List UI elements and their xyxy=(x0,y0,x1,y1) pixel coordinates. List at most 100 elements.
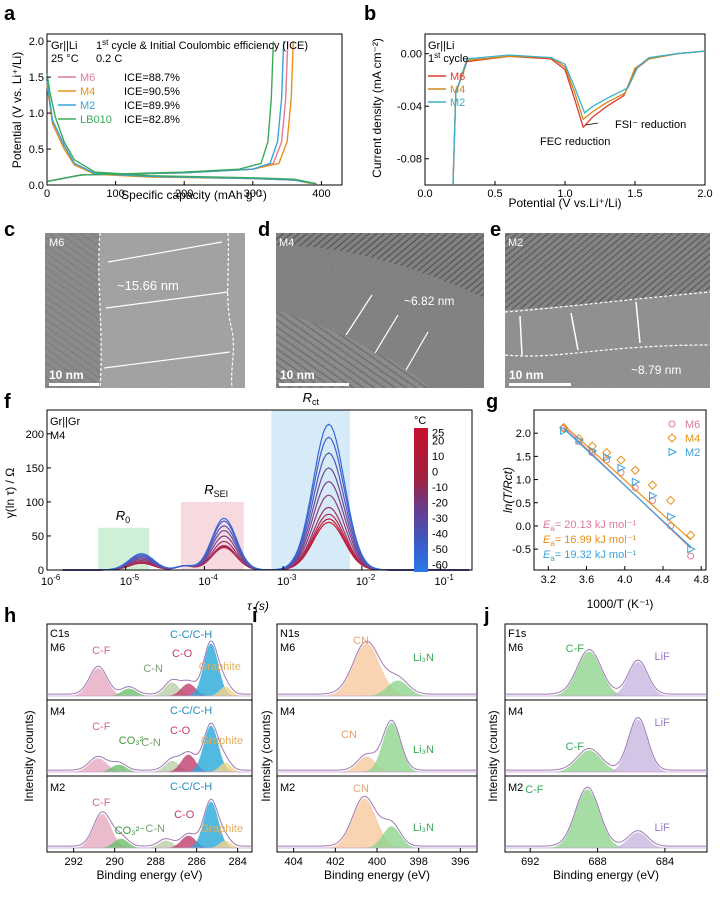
xps-sample-label-M6: M6 xyxy=(280,642,295,654)
xps-sample-label-M2: M2 xyxy=(508,782,523,794)
colorbar-tick-label: -50 xyxy=(432,544,448,556)
y-tick-label: 1.0 xyxy=(29,108,44,120)
xps-peak-label-M2-0: CN xyxy=(353,783,369,795)
xps-row-frame-M2 xyxy=(504,775,708,853)
xps-sample-label-M2: M2 xyxy=(280,782,295,794)
xps-peak-label-M2-2: C-N xyxy=(145,823,165,835)
legend-marker-M4 xyxy=(667,433,677,443)
xps-envelope-M6 xyxy=(47,640,252,695)
region-label-sub: 0 xyxy=(125,515,130,525)
xps-sample-label-M2: M2 xyxy=(50,782,65,794)
xps-peak-label-M2-4: C-C/C-H xyxy=(170,781,212,793)
xps-peak-label-M6-3: C-O xyxy=(172,648,193,660)
xps-peak-M6-1 xyxy=(597,661,679,696)
y-tick-label: 100 xyxy=(26,497,44,509)
colorbar-tick-label: -60 xyxy=(432,559,448,571)
series-M2 xyxy=(452,50,706,186)
chart-f-frame xyxy=(46,409,473,571)
xps-peak-label-M6-0: C-F xyxy=(566,643,585,655)
y-tick-label: 0.0 xyxy=(516,521,531,533)
point-M4 xyxy=(686,530,696,540)
xps-peak-M2-5 xyxy=(200,840,250,848)
x-tick-label: 4.0 xyxy=(617,574,632,586)
chart-i: N1s M6 CN Li₃N M4 CN Li₃N M2 CN Li₃N 404 402 400 398 3… xyxy=(276,623,478,882)
chart-b-cycle: 1st cycle xyxy=(428,51,468,65)
xps-peak-M4-1 xyxy=(354,722,430,772)
y-tick-label: 0.0 xyxy=(29,180,44,192)
point-M4 xyxy=(558,422,569,433)
x-tick-label: 684 xyxy=(656,856,674,868)
xps-envelope-M6 xyxy=(505,648,707,695)
point-M4 xyxy=(665,495,676,506)
x-tick-label: 1.5 xyxy=(627,188,642,200)
xps-peak-M2-0 xyxy=(65,813,140,848)
x-tick-label: 398 xyxy=(409,856,427,868)
x-tick-label: 0.0 xyxy=(417,188,432,200)
chart-b-ylabel: Current density (mA cm⁻²) xyxy=(370,38,384,178)
y-tick-label: 1.0 xyxy=(516,475,531,487)
xps-sample-label-M6: M6 xyxy=(50,642,65,654)
x-tick-label: 402 xyxy=(326,856,344,868)
tem-d-scale: 10 nm xyxy=(280,368,315,382)
xps-peak-M4-1 xyxy=(597,719,679,772)
x-tick-label: 2.0 xyxy=(697,188,712,200)
xps-peak-M6-0 xyxy=(61,668,136,696)
chart-f: R0 RSEI Rct 10 -6 10-5 10-4 10-3 10-2 10-1 0 50 100… xyxy=(3,390,473,613)
xps-element-label: C1s xyxy=(50,628,70,640)
xps-element-label: N1s xyxy=(280,628,300,640)
legend-label-M4: M4 xyxy=(450,84,465,96)
panel-letter-b: b xyxy=(364,3,376,25)
region-label-SEI: RSEI xyxy=(204,482,228,499)
chart-a-frame xyxy=(46,33,343,186)
tem-image-e: M2 ~8.79 nm 10 nm xyxy=(504,233,711,388)
xps-peak-M4-4 xyxy=(180,725,242,772)
panel-letter-i: i xyxy=(252,605,258,627)
xps-peak-M6-4 xyxy=(180,643,242,696)
tem-e-sample: M2 xyxy=(508,237,523,249)
chart-f-sample: M4 xyxy=(50,430,65,442)
ea-label-M6: Ea= 20.13 kJ mol⁻¹ xyxy=(543,519,636,533)
xps-peak-label-M4-2: C-N xyxy=(141,737,161,749)
legend-ice-LB010: ICE=82.8% xyxy=(124,114,180,126)
xps-peak-label-M6-1: C-C/C-H xyxy=(170,629,212,641)
chart-b-annotation-fsi: FSI⁻ reduction xyxy=(615,119,686,131)
colorbar-tick-label: -40 xyxy=(432,528,448,540)
xps-peak-label-M2-1: LiF xyxy=(654,822,670,834)
colorbar-tick-label: -20 xyxy=(432,497,448,509)
point-M6 xyxy=(631,484,639,492)
xps-peak-M6-0 xyxy=(538,651,640,696)
xps-peak-M4-0 xyxy=(538,750,640,772)
chart-a-rate: 0.2 C xyxy=(96,53,122,65)
legend-ice-M2: ICE=89.9% xyxy=(124,100,180,112)
y-tick-label: 0.5 xyxy=(516,498,531,510)
chart-f-ylabel: γ(ln τ) / Ω xyxy=(3,468,17,518)
xps-envelope-M2 xyxy=(47,798,252,847)
xps-peak-label-M4-1: LiF xyxy=(654,717,670,729)
point-M4 xyxy=(616,455,626,465)
chart-i-ylabel: Intensity (counts) xyxy=(259,710,273,801)
xps-peak-M6-0 xyxy=(310,643,423,696)
xps-peak-label-M2-5: Graphite xyxy=(201,823,243,835)
chart-b: 0.0 0.5 1.0 1.5 2.0 0.00 -0.04 -0.08 Gr||Li 1st… xyxy=(370,33,713,210)
chart-g-xlabel: 1000/T (K⁻¹) xyxy=(587,597,654,611)
panel-letter-j: j xyxy=(483,605,490,627)
panel-letter-f: f xyxy=(4,391,11,413)
xps-xlabel: Binding energy (eV) xyxy=(324,868,430,882)
y-tick-label: 2.0 xyxy=(516,428,531,440)
xps-peak-label-M2-3: C-O xyxy=(174,809,195,821)
legend-label-M6: M6 xyxy=(80,72,95,84)
ea-label-M4: Ea= 16.99 kJ mol⁻¹ xyxy=(543,534,636,548)
x-tick-label: 400 xyxy=(368,856,386,868)
y-tick-label: 150 xyxy=(26,463,44,475)
x-tick-exp: -3 xyxy=(289,573,297,582)
ea-value: = 19.32 kJ mol⁻¹ xyxy=(555,549,637,561)
chart-g-frame xyxy=(533,409,707,571)
legend-ice-M4: ICE=90.5% xyxy=(124,86,180,98)
chart-a-title: 1st cycle & Initial Coulombic efficiency… xyxy=(96,38,308,52)
x-tick-label: 288 xyxy=(146,856,164,868)
xps-peak-label-M2-0: C-F xyxy=(525,784,544,796)
xps-envelope-M6 xyxy=(277,640,477,695)
xps-sample-label-M4: M4 xyxy=(50,706,65,718)
